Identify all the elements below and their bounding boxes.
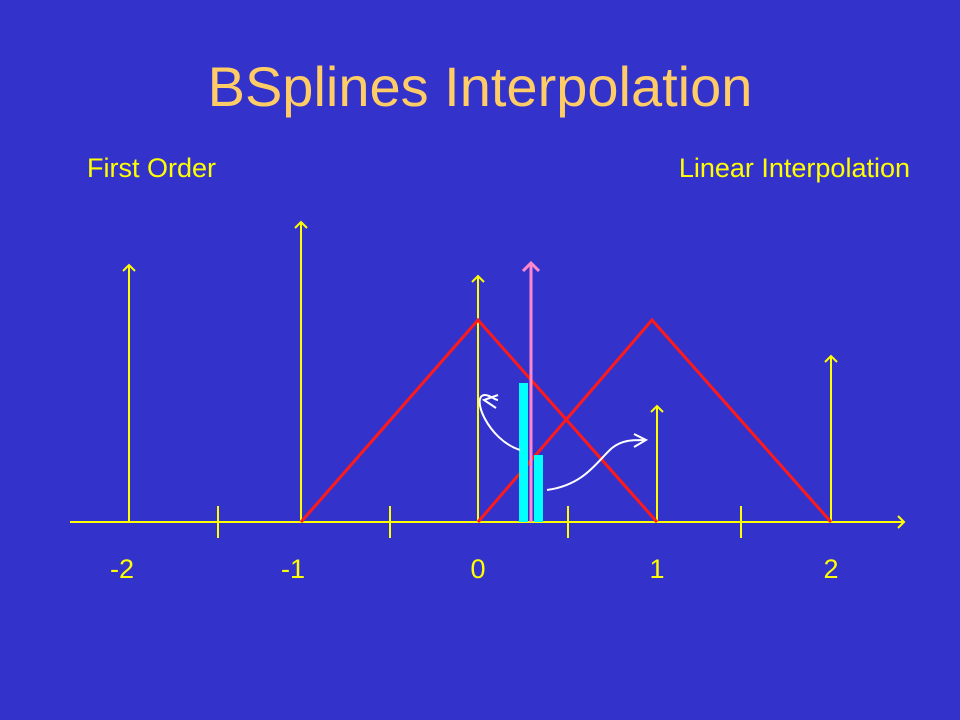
- weight-bar-right: [534, 455, 543, 522]
- left-caption: First Order: [87, 153, 217, 183]
- axis-label-2: 2: [823, 554, 838, 584]
- weight-arrow-to-right-head: [633, 433, 649, 448]
- axis-label-0: 0: [470, 554, 485, 584]
- weight-arrow-to-left-head: [481, 394, 499, 409]
- sample-arrows: [122, 220, 838, 522]
- slide-title: BSplines Interpolation: [207, 55, 753, 118]
- weight-arrow-to-left: [478, 393, 521, 451]
- right-caption: Linear Interpolation: [678, 153, 910, 183]
- axis-label-1: 1: [649, 554, 664, 584]
- weight-arrow-to-right: [546, 439, 646, 491]
- axis-label-minus-1: -1: [281, 554, 305, 584]
- weight-bar-left: [519, 383, 528, 522]
- basis-hat-0: [299, 317, 659, 523]
- axis-label-minus-2: -2: [110, 554, 134, 584]
- axis-ticks: [217, 506, 742, 538]
- basis-hat-1: [476, 317, 833, 523]
